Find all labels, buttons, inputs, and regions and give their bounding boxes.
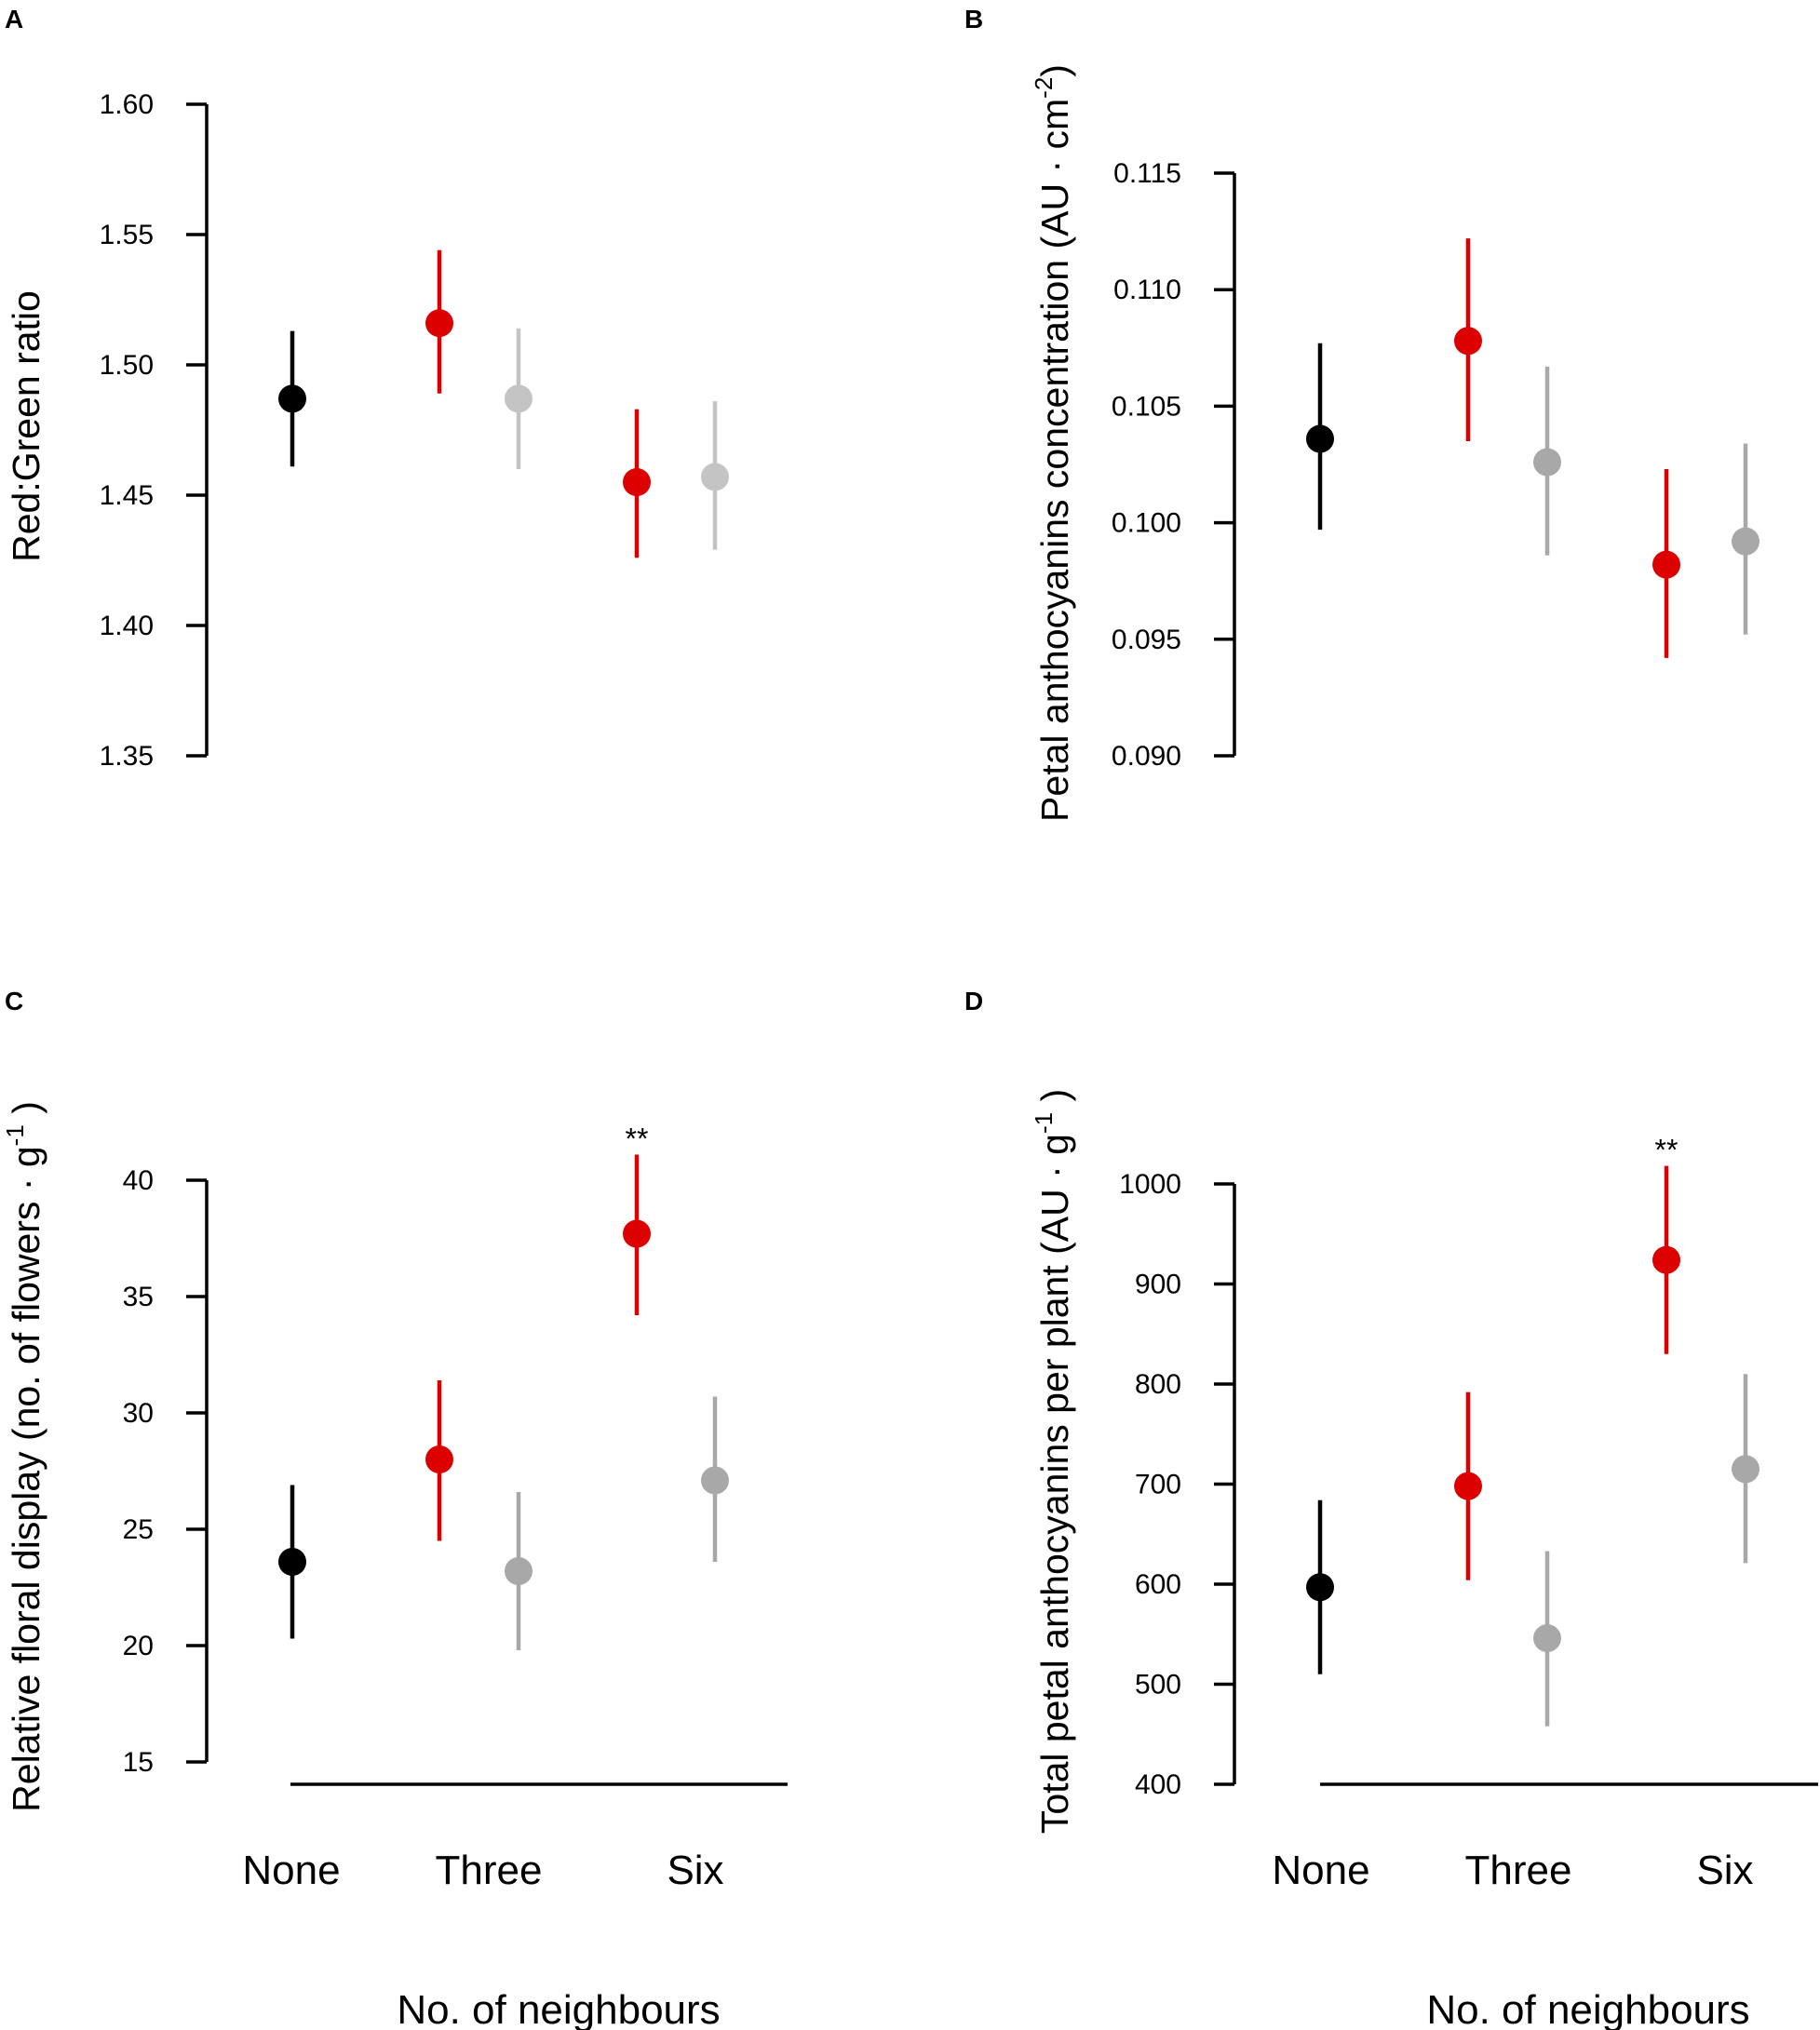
- panel-d-category-six: Six: [1696, 1848, 1753, 1893]
- panel-d-y-tick-label: 700: [1135, 1470, 1181, 1500]
- panel-d-y-axis-label-close: ): [1033, 1089, 1076, 1112]
- panel-c-six-red-point: [623, 1219, 651, 1248]
- panel-c-y-axis-label-main: Relative floral display (no. of flowers …: [5, 1146, 47, 1812]
- panel-a-y-tick-label: 1.50: [100, 350, 154, 381]
- panel-b-y-tick-label: 0.095: [1112, 625, 1181, 655]
- panel-a: A Red:Green ratio 1.351.401.451.501.551.…: [5, 5, 729, 772]
- panel-c-x-axis-title: No. of neighbours: [397, 1987, 720, 2030]
- panel-d-y-axis-label: Total petal anthocyanins per plant (AU ·…: [1030, 1089, 1076, 1834]
- panel-d-significance-marker: **: [1655, 1134, 1678, 1167]
- panel-d-y-tick-label: 900: [1135, 1270, 1181, 1300]
- panel-d-three-grey-point: [1533, 1624, 1561, 1653]
- panel-a-six-red-point: [623, 468, 651, 496]
- panel-d-y-tick-label: 500: [1135, 1670, 1181, 1701]
- panel-a-y-tick-label: 1.60: [100, 89, 154, 120]
- panel-c-y-axis-label-close: ): [5, 1101, 47, 1124]
- panel-d-y-tick-label: 1000: [1119, 1169, 1181, 1200]
- panel-d-three-red-point: [1454, 1472, 1482, 1500]
- panel-c-three-red-point: [425, 1445, 453, 1473]
- panel-c-six-grey-point: [701, 1466, 729, 1495]
- panel-a-plot-area: 1.35 1.40 1.45 1.50 1.55 1.60: [100, 89, 729, 772]
- panel-d-six-grey-point: [1732, 1455, 1759, 1484]
- panel-d-y-tick-label: 800: [1135, 1369, 1181, 1400]
- panel-d-y-tick-label: 600: [1135, 1569, 1181, 1600]
- panel-a-y-tick-label: 1.45: [100, 480, 154, 511]
- panel-a-letter: A: [5, 5, 23, 34]
- panel-c-category-none: None: [242, 1848, 340, 1893]
- panel-c-y-axis-label-exponent: -1: [1, 1124, 29, 1146]
- panel-d: D Total petal anthocyanins per plant (AU…: [964, 987, 1818, 2030]
- panel-c-y-tick-label: 15: [123, 1747, 154, 1778]
- panel-a-y-tick-label: 1.40: [100, 611, 154, 641]
- panel-d-y-axis-label-exponent: -1: [1030, 1112, 1058, 1134]
- panel-a-y-tick-label: 1.35: [100, 741, 154, 772]
- panel-d-category-none: None: [1272, 1848, 1369, 1893]
- panel-d-category-three: Three: [1465, 1848, 1572, 1893]
- panel-b-y-axis-label: Petal anthocyanins concentration (AU · c…: [1030, 64, 1076, 822]
- panel-b-six-red-point: [1652, 550, 1680, 579]
- panel-b-six-grey-point: [1732, 527, 1759, 556]
- panel-a-none-none-point: [278, 384, 306, 413]
- panel-c-none-none-point: [278, 1548, 306, 1576]
- panel-c-three-grey-point: [505, 1557, 533, 1585]
- panel-d-plot-area: 400 500 600 700 800 900 1000 **: [1119, 1134, 1818, 1800]
- panel-c: C Relative floral display (no. of flower…: [1, 987, 788, 2030]
- panel-a-three-grey-light-point: [505, 384, 533, 413]
- panel-d-letter: D: [964, 987, 983, 1015]
- panel-b-y-tick-label: 0.110: [1113, 275, 1181, 305]
- panel-c-y-tick-label: 25: [123, 1514, 154, 1545]
- panel-c-y-tick-label: 35: [123, 1282, 154, 1312]
- panel-c-plot-area: 15 20 25 30 35 40 **: [123, 1123, 788, 1786]
- panel-d-x-axis-title: No. of neighbours: [1426, 1987, 1749, 2030]
- panel-a-six-grey-light-point: [701, 463, 729, 491]
- panel-b-y-axis-label-exponent: -2: [1030, 77, 1058, 99]
- panel-c-y-axis-label: Relative floral display (no. of flowers …: [1, 1101, 47, 1812]
- panel-b-none-none-point: [1306, 424, 1334, 453]
- panel-c-y-tick-label: 40: [123, 1165, 154, 1196]
- panel-b-three-grey-point: [1533, 448, 1561, 477]
- panel-b-plot-area: 0.090 0.095 0.100 0.105 0.110 0.115: [1112, 158, 1759, 772]
- panel-a-y-axis-label: Red:Green ratio: [5, 290, 47, 562]
- panel-c-category-three: Three: [436, 1848, 543, 1893]
- panel-d-y-tick-label: 400: [1135, 1769, 1181, 1800]
- panel-b-y-tick-label: 0.105: [1112, 391, 1181, 422]
- panel-a-y-tick-label: 1.55: [100, 220, 154, 250]
- panel-c-y-tick-label: 20: [123, 1631, 154, 1661]
- panel-c-category-six: Six: [667, 1848, 723, 1893]
- panel-b-y-tick-label: 0.115: [1113, 158, 1181, 189]
- panel-b-y-axis-label-close: ): [1033, 64, 1076, 77]
- panel-c-significance-marker: **: [626, 1123, 649, 1156]
- panel-c-letter: C: [5, 987, 23, 1015]
- panel-b-three-red-point: [1454, 327, 1482, 356]
- panel-b-y-tick-label: 0.090: [1112, 741, 1181, 772]
- panel-b-y-tick-label: 0.100: [1112, 508, 1181, 539]
- panel-d-none-none-point: [1306, 1573, 1334, 1602]
- panel-d-six-red-point: [1652, 1245, 1680, 1274]
- panel-c-y-tick-label: 30: [123, 1398, 154, 1429]
- panel-b-y-axis-label-main: Petal anthocyanins concentration (AU · c…: [1033, 99, 1076, 822]
- panel-b-letter: B: [964, 5, 983, 34]
- panel-a-three-red-point: [425, 309, 453, 338]
- panel-d-y-axis-label-main: Total petal anthocyanins per plant (AU ·…: [1033, 1134, 1076, 1834]
- panel-b: B Petal anthocyanins concentration (AU ·…: [964, 5, 1759, 822]
